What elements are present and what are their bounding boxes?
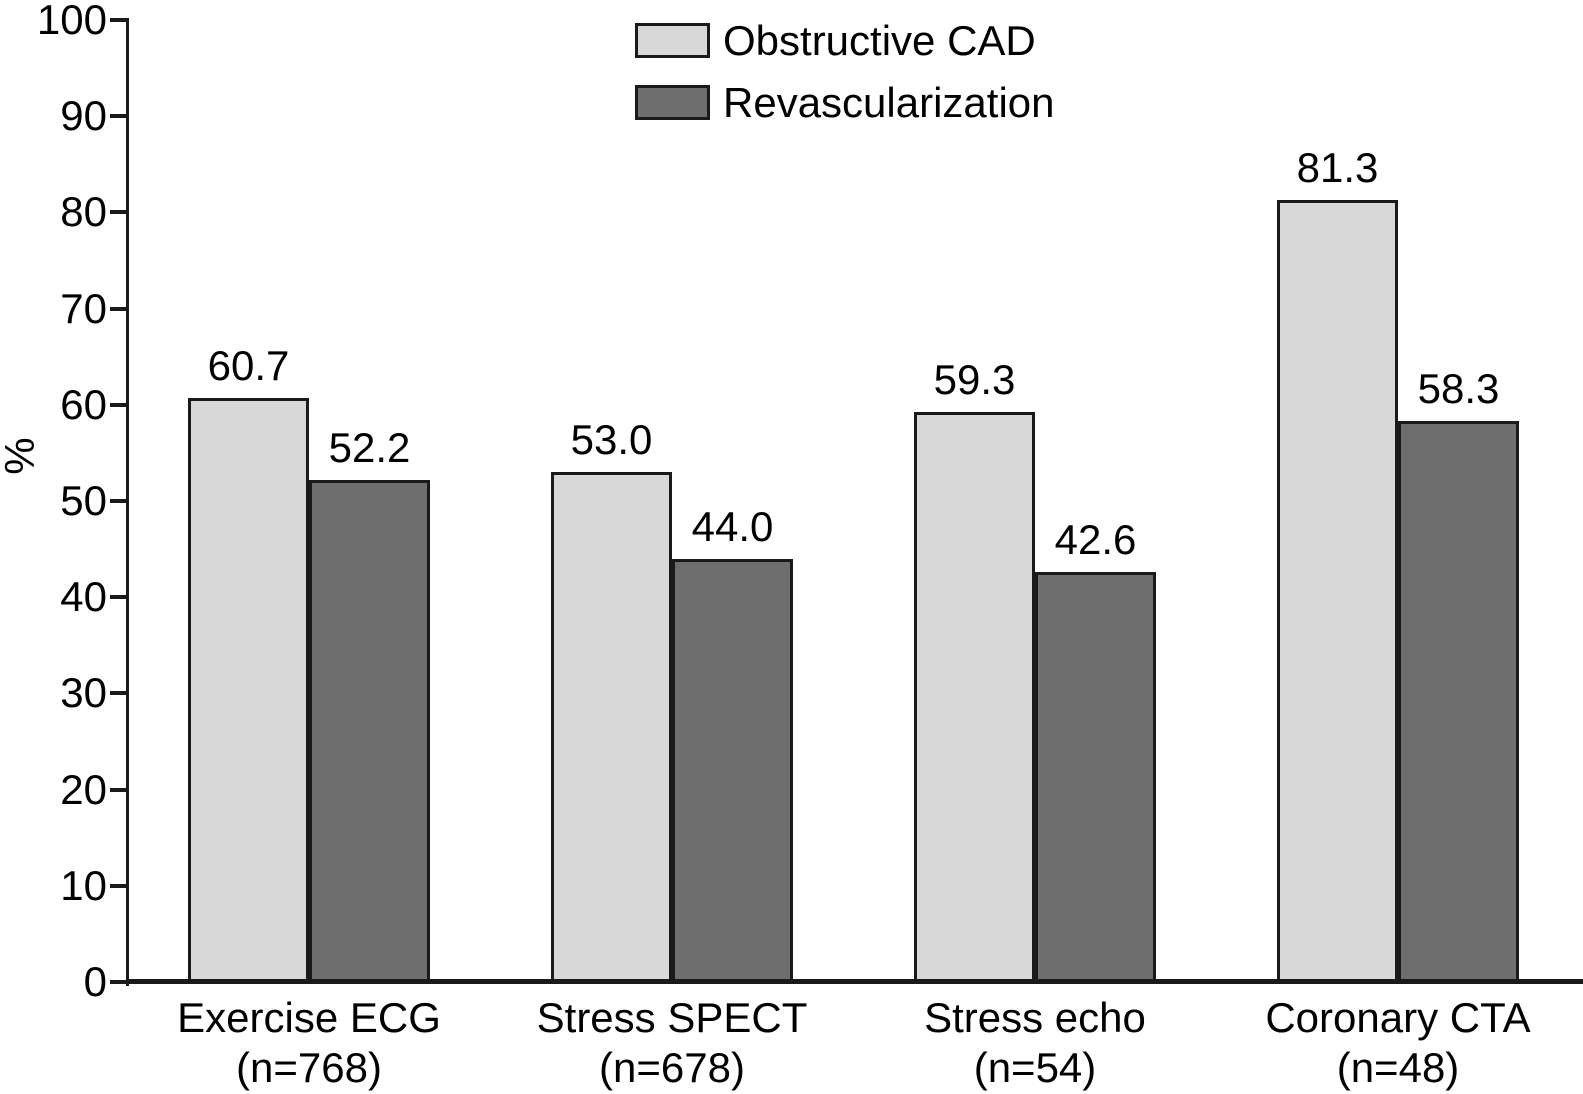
y-tick-mark: [110, 980, 126, 984]
y-tick-mark: [110, 595, 126, 600]
y-tick-label: 80: [60, 188, 107, 236]
legend-label-revascularization: Revascularization: [723, 79, 1055, 126]
bar-obstructive-cad: [551, 472, 672, 984]
bar-value-label: 60.7: [207, 342, 290, 390]
y-tick-mark: [110, 18, 126, 22]
bar-obstructive-cad: [1277, 199, 1398, 984]
x-category-n: (n=768): [236, 1044, 382, 1091]
y-tick-label: 20: [60, 765, 107, 813]
x-category-name: Coronary CTA: [1265, 994, 1531, 1041]
x-category-label: Exercise ECG (n=768): [177, 993, 441, 1093]
x-category-n: (n=48): [1336, 1044, 1460, 1091]
bar-value-label: 81.3: [1296, 143, 1379, 191]
y-tick-label: 90: [60, 92, 107, 140]
legend-entry-obstructive-cad: Obstructive CAD: [635, 17, 1055, 64]
bar-obstructive-cad: [914, 411, 1035, 984]
y-tick-label: 40: [60, 573, 107, 621]
y-tick-mark: [110, 210, 126, 215]
y-tick-mark: [110, 306, 126, 311]
y-tick-label: 70: [60, 284, 107, 332]
y-tick-label: 30: [60, 669, 107, 717]
legend-swatch-obstructive-cad: [635, 23, 710, 58]
legend-entry-revascularization: Revascularization: [635, 79, 1055, 126]
y-tick-mark: [110, 883, 126, 888]
x-axis-line: [126, 979, 1583, 984]
y-tick-mark: [110, 691, 126, 696]
legend-label-obstructive-cad: Obstructive CAD: [723, 17, 1036, 64]
x-category-n: (n=678): [599, 1044, 745, 1091]
y-tick-mark: [110, 499, 126, 503]
bar-value-label: 58.3: [1417, 365, 1500, 413]
bar-value-label: 42.6: [1054, 516, 1137, 564]
x-category-label: Stress echo (n=54): [924, 993, 1146, 1093]
x-category-name: Stress echo: [924, 994, 1146, 1041]
y-tick-mark: [110, 114, 126, 119]
x-category-name: Stress SPECT: [536, 994, 808, 1041]
bar-revascularization: [1035, 572, 1156, 984]
bar-revascularization: [1398, 421, 1519, 984]
bar-value-label: 59.3: [933, 355, 1016, 403]
y-tick-mark: [110, 402, 126, 407]
y-axis-label: %: [0, 437, 43, 475]
x-category-label: Stress SPECT (n=678): [537, 993, 808, 1093]
bar-revascularization: [309, 479, 430, 984]
x-category-label: Coronary CTA (n=48): [1265, 993, 1530, 1093]
bar-revascularization: [672, 558, 793, 984]
bar-value-label: 44.0: [691, 502, 774, 550]
y-tick-mark: [110, 787, 126, 792]
y-tick-label: 10: [60, 861, 107, 909]
y-tick-label: 0: [83, 958, 107, 1005]
y-tick-label: 60: [60, 380, 107, 428]
y-tick-label: 50: [60, 477, 107, 524]
x-category-n: (n=54): [973, 1044, 1097, 1091]
bar-value-label: 53.0: [570, 416, 653, 464]
legend: Obstructive CAD Revascularization: [635, 17, 1055, 126]
y-axis-line: [126, 18, 129, 986]
bar-obstructive-cad: [188, 398, 309, 984]
y-tick-label: 100: [36, 0, 107, 43]
bar-value-label: 52.2: [328, 423, 411, 471]
x-category-name: Exercise ECG: [177, 994, 441, 1041]
legend-swatch-revascularization: [635, 85, 710, 120]
